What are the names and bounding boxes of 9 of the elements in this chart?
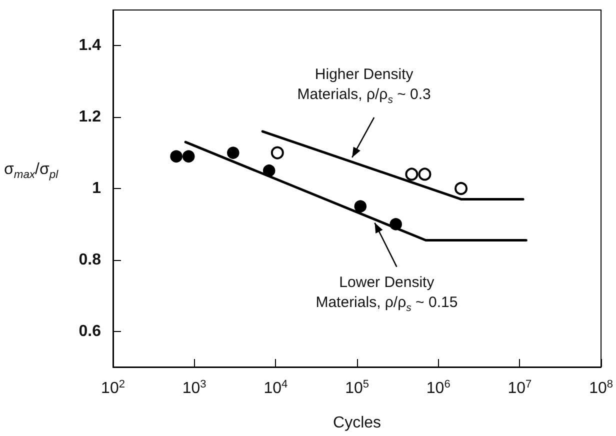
x-axis-title: Cycles [333,414,382,432]
annotation: Lower Density Materials, ρ/ρ$_{s}$ ~ 0.15 [316,272,458,316]
y-tick-label: 1 [92,180,102,197]
y-tick-label: 1.2 [78,108,102,126]
y-tick-label: 0.8 [78,251,102,268]
y-tick-label: 0.6 [78,322,102,340]
annotation: Higher Density Materials, ρ/ρ$_{s}$ ~ 0.3 [297,65,431,108]
y-tick-label: 1.4 [78,37,102,54]
y-axis-title: σ$_{max}$/σ$_{pl}$ [4,160,58,181]
